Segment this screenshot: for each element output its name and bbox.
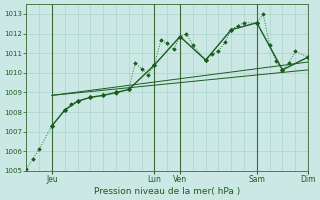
X-axis label: Pression niveau de la mer( hPa ): Pression niveau de la mer( hPa )	[94, 187, 240, 196]
